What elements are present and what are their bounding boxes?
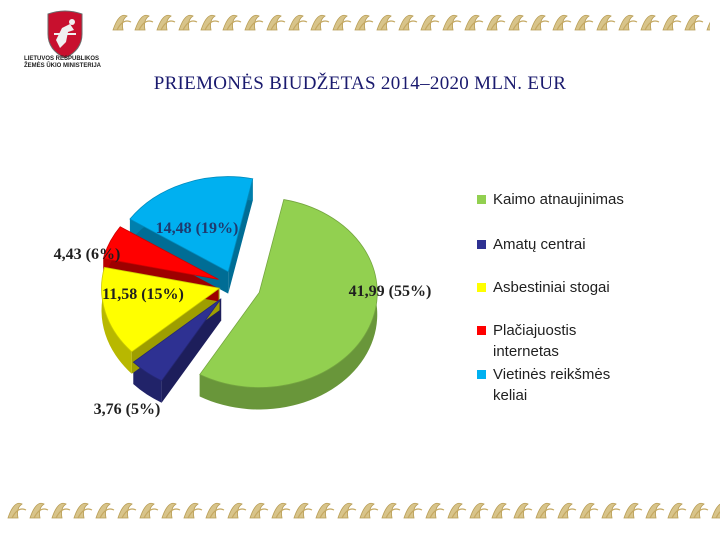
legend-item: Amatų centrai bbox=[477, 236, 586, 253]
ornament-leaf bbox=[508, 14, 528, 31]
ornament-leaf bbox=[310, 14, 330, 31]
ornament-leaf bbox=[535, 502, 555, 519]
legend-label: keliai bbox=[493, 387, 527, 404]
ornament-leaf bbox=[684, 14, 704, 31]
chart-legend: Kaimo atnaujinimas Amatų centrai Asbestini… bbox=[477, 191, 624, 404]
ornament-leaf bbox=[557, 502, 577, 519]
ornament-leaf bbox=[244, 14, 264, 31]
ornament-leaf bbox=[95, 502, 115, 519]
page-title: PRIEMONĖS BIUDŽETAS 2014–2020 MLN. EUR bbox=[153, 73, 567, 94]
pie-slice bbox=[102, 226, 219, 280]
ornament-leaf bbox=[376, 14, 396, 31]
legend-label: Amatų centrai bbox=[493, 236, 586, 253]
ornament-leaf bbox=[332, 14, 352, 31]
ornament-leaf bbox=[112, 14, 132, 31]
ornament-leaf bbox=[288, 14, 308, 31]
legend-label: Kaimo atnaujinimas bbox=[493, 191, 624, 208]
ornament-leaf bbox=[178, 14, 198, 31]
ornament-leaf bbox=[464, 14, 484, 31]
ornament-leaf bbox=[552, 14, 572, 31]
ornament-leaf bbox=[689, 502, 709, 519]
ornament-leaf bbox=[398, 14, 418, 31]
ornament-leaf bbox=[271, 502, 291, 519]
logo-line-1: LIETUVOS RESPUBLIKOS bbox=[24, 56, 100, 62]
legend-item: Plačiajuostis internetas bbox=[477, 322, 576, 360]
ornament-leaf bbox=[222, 14, 242, 31]
ornament-leaf bbox=[73, 502, 93, 519]
ornament-leaf bbox=[7, 502, 27, 519]
ornament-leaf bbox=[117, 502, 137, 519]
pie-slice bbox=[132, 298, 222, 382]
ornament-leaf bbox=[425, 502, 445, 519]
ornament-leaf bbox=[491, 502, 511, 519]
ornament-leaf bbox=[293, 502, 313, 519]
pie-data-label: 41,99 (55%) bbox=[349, 283, 432, 300]
ornament-leaf bbox=[315, 502, 335, 519]
legend-label: internetas bbox=[493, 343, 559, 360]
ornament-leaf bbox=[381, 502, 401, 519]
ornament-leaf bbox=[530, 14, 550, 31]
ornament-leaf bbox=[139, 502, 159, 519]
bottom-ornament-border bbox=[7, 502, 720, 519]
legend-swatch bbox=[477, 240, 486, 249]
ornament-leaf bbox=[161, 502, 181, 519]
ornament-leaf bbox=[711, 503, 720, 519]
ornament-leaf bbox=[706, 21, 710, 31]
ornament-leaf bbox=[183, 502, 203, 519]
ornament-leaf bbox=[442, 14, 462, 31]
ornament-leaf bbox=[156, 14, 176, 31]
ornament-leaf bbox=[420, 14, 440, 31]
ornament-leaf bbox=[249, 502, 269, 519]
ornament-leaf bbox=[645, 502, 665, 519]
logo-line-2: ŽEMĖS ŪKIO MINISTERIJA bbox=[24, 63, 102, 69]
ornament-leaf bbox=[486, 14, 506, 31]
ornament-leaf bbox=[601, 502, 621, 519]
legend-item: Asbestiniai stogai bbox=[477, 279, 610, 296]
ornament-leaf bbox=[618, 14, 638, 31]
ornament-leaf bbox=[205, 502, 225, 519]
pie-slice bbox=[129, 176, 254, 273]
coat-of-arms-logo bbox=[47, 10, 83, 59]
pie-data-label: 11,58 (15%) bbox=[102, 286, 184, 303]
ornament-leaf bbox=[667, 502, 687, 519]
ornament-leaf bbox=[134, 14, 154, 31]
pie-slice bbox=[101, 266, 221, 353]
legend-item: Vietinės reikšmės keliai bbox=[477, 366, 610, 404]
pie-slice bbox=[199, 199, 378, 388]
ornament-leaf bbox=[596, 14, 616, 31]
ornament-leaf bbox=[359, 502, 379, 519]
pie-data-label: 14,48 (19%) bbox=[156, 220, 239, 237]
ornament-leaf bbox=[29, 502, 49, 519]
ornament-leaf bbox=[574, 14, 594, 31]
ornament-leaf bbox=[662, 14, 682, 31]
ornament-leaf bbox=[227, 502, 247, 519]
top-ornament-border bbox=[112, 14, 710, 31]
pie-data-label: 3,76 (5%) bbox=[94, 401, 161, 418]
ornament-leaf bbox=[447, 502, 467, 519]
legend-item: Kaimo atnaujinimas bbox=[477, 191, 624, 208]
legend-swatch bbox=[477, 370, 486, 379]
legend-label: Vietinės reikšmės bbox=[493, 366, 610, 383]
ornament-leaf bbox=[513, 502, 533, 519]
ministry-logo-text: LIETUVOS RESPUBLIKOS ŽEMĖS ŪKIO MINISTER… bbox=[24, 56, 114, 70]
ornament-leaf bbox=[266, 14, 286, 31]
ornament-leaf bbox=[579, 502, 599, 519]
ornament-leaf bbox=[354, 14, 374, 31]
ornament-leaf bbox=[337, 502, 357, 519]
legend-label: Plačiajuostis bbox=[493, 322, 576, 339]
ornament-leaf bbox=[200, 14, 220, 31]
pie-data-label: 4,43 (6%) bbox=[54, 246, 121, 263]
ornament-leaf bbox=[469, 502, 489, 519]
ornament-leaf bbox=[51, 502, 71, 519]
legend-swatch bbox=[477, 283, 486, 292]
ornament-leaf bbox=[403, 502, 423, 519]
legend-swatch bbox=[477, 195, 486, 204]
ornament-leaf bbox=[623, 502, 643, 519]
legend-label: Asbestiniai stogai bbox=[493, 279, 610, 296]
legend-swatch bbox=[477, 326, 486, 335]
ornament-leaf bbox=[640, 14, 660, 31]
